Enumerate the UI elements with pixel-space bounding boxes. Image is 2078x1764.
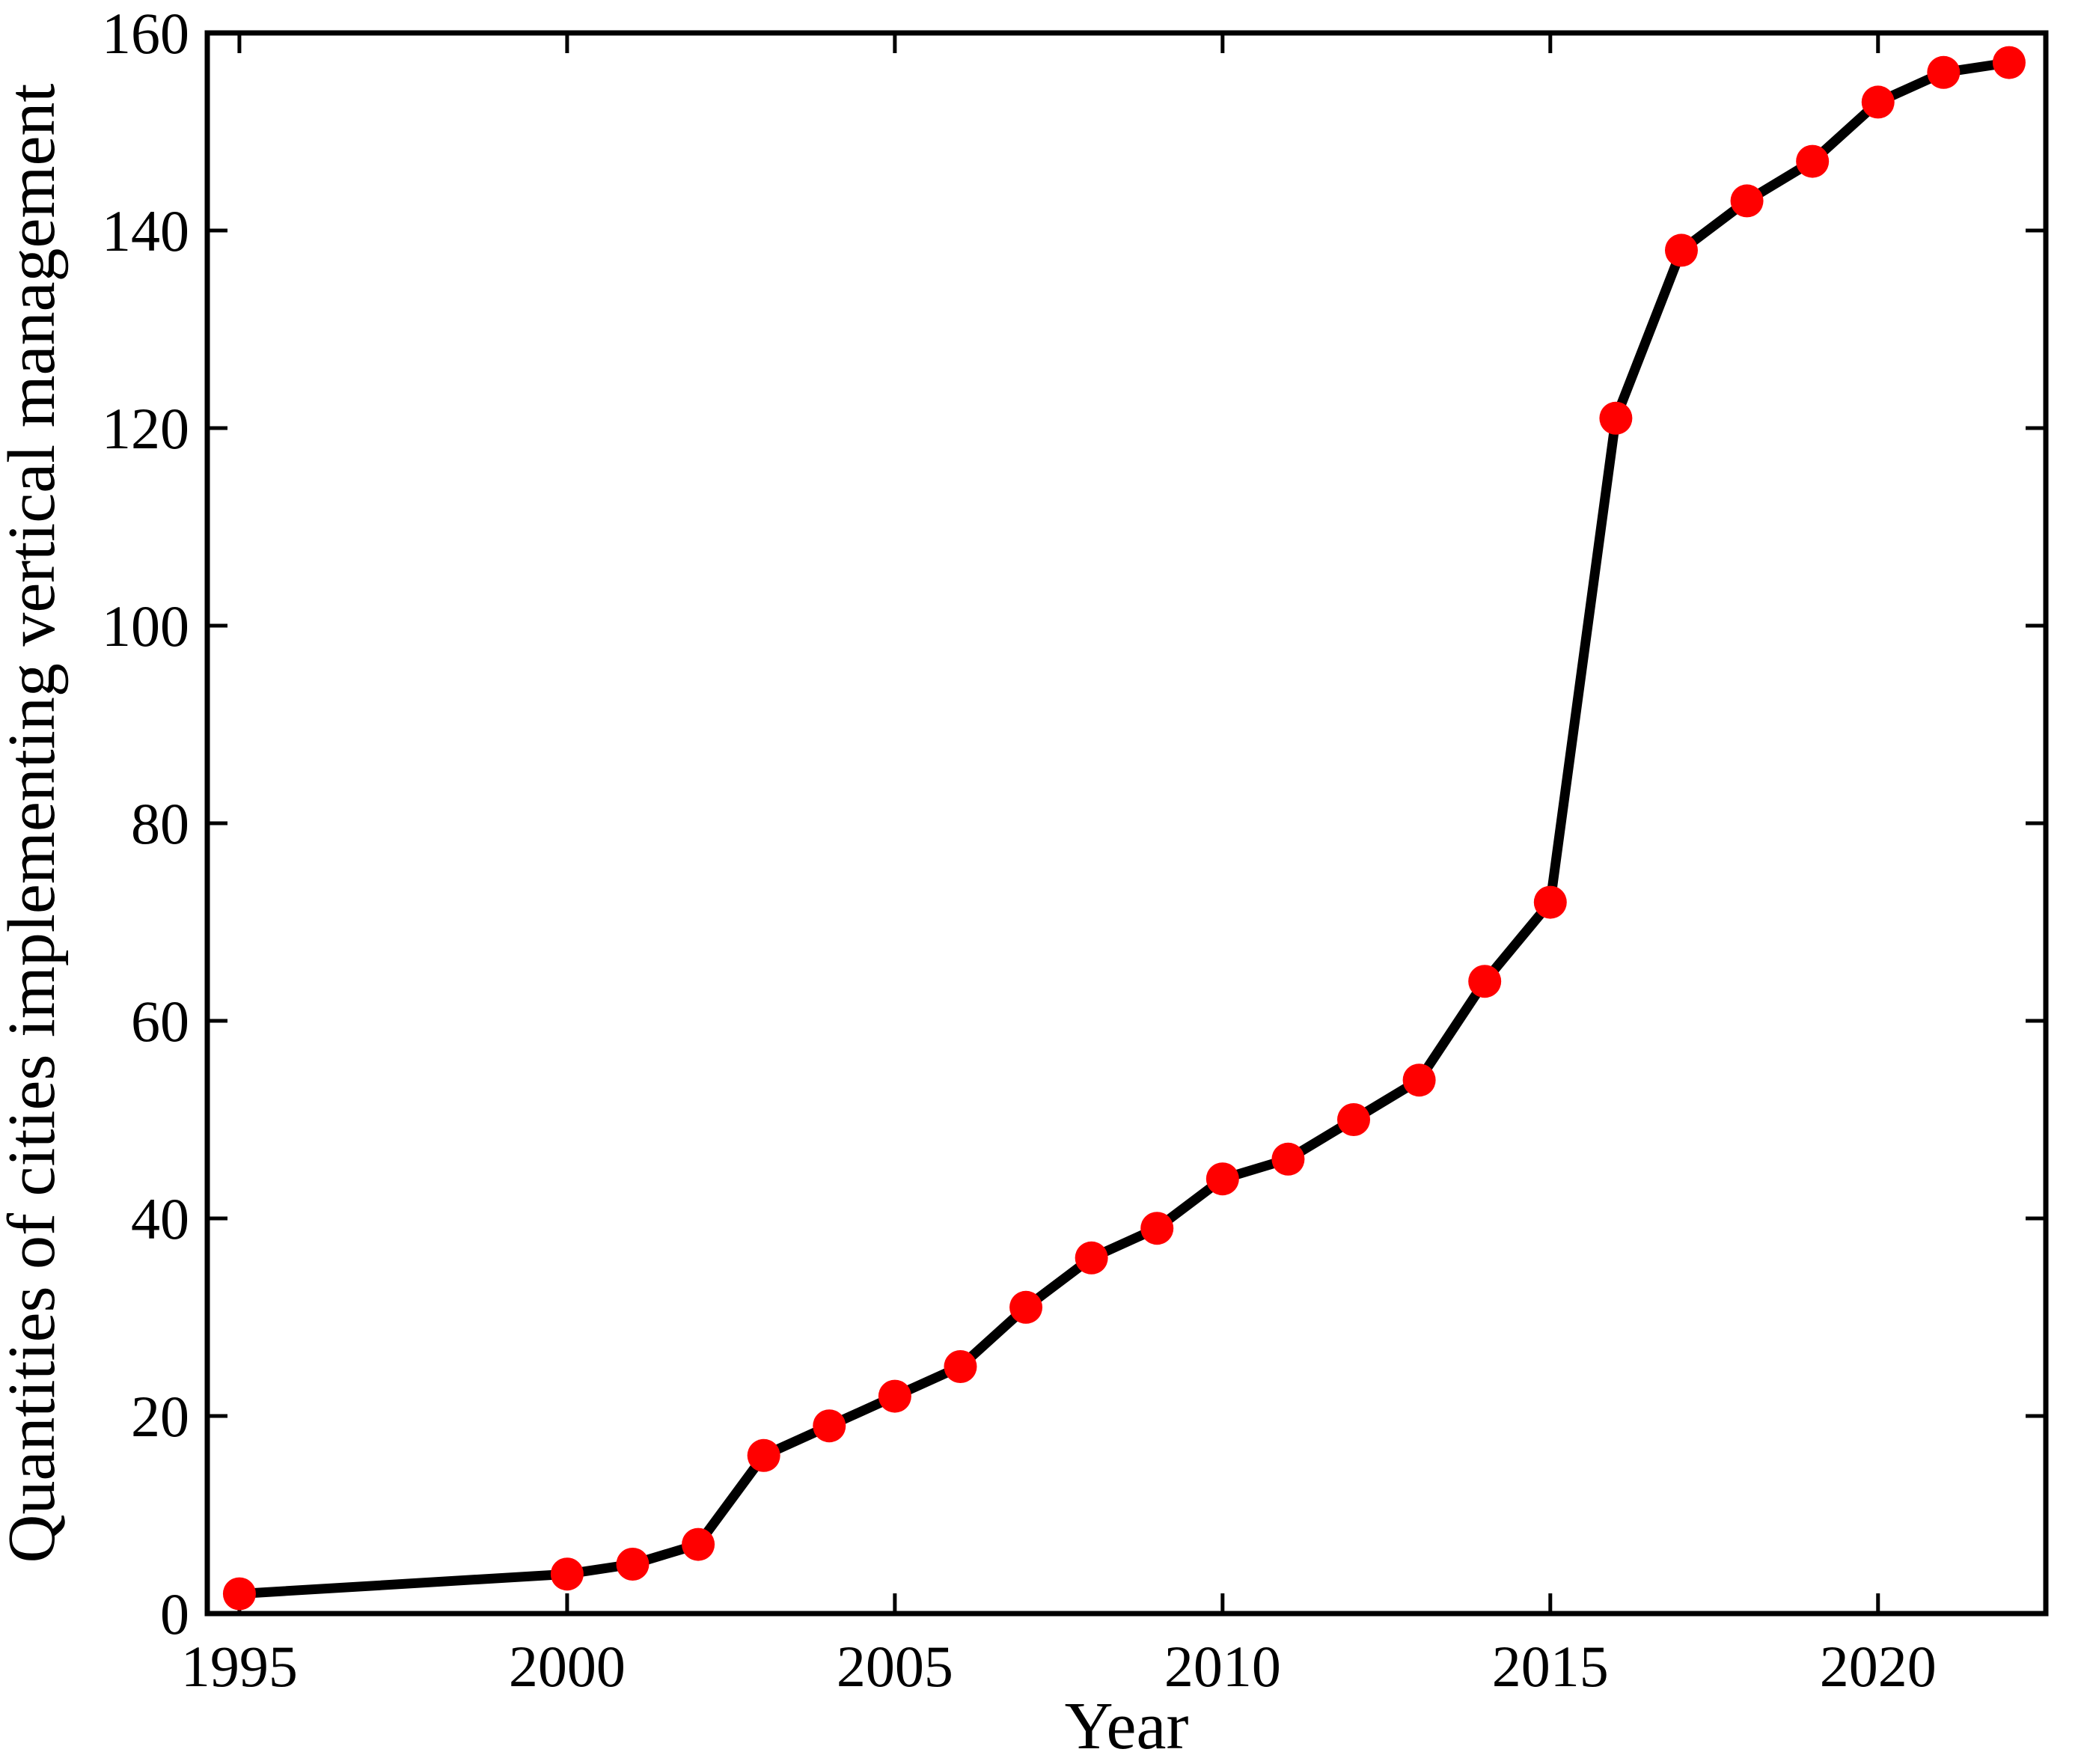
data-point-2012	[1337, 1103, 1371, 1136]
data-point-2015	[1533, 885, 1567, 919]
data-series	[222, 46, 2026, 1611]
plot-frame	[204, 30, 2049, 1617]
x-tick-label-2010: 2010	[1164, 1634, 1281, 1699]
x-axis-label: Year	[1065, 1689, 1189, 1763]
x-tick-label-2005: 2005	[837, 1634, 953, 1699]
data-point-2000	[550, 1557, 584, 1591]
data-point-2004	[813, 1409, 846, 1443]
x-tick-label-2015: 2015	[1492, 1634, 1609, 1699]
data-point-2019	[1796, 144, 1830, 178]
x-tick-label-1995: 1995	[181, 1634, 298, 1699]
axis-ticks	[207, 31, 2046, 1616]
y-tick-label-60: 60	[131, 989, 189, 1054]
data-point-2009	[1140, 1212, 1174, 1245]
y-tick-label-80: 80	[131, 791, 189, 856]
y-tick-label-120: 120	[102, 396, 189, 461]
data-point-2022	[1992, 46, 2026, 79]
x-tick-label-2000: 2000	[509, 1634, 626, 1699]
data-point-2013	[1402, 1063, 1436, 1097]
y-tick-label-100: 100	[102, 593, 189, 659]
data-point-2018	[1730, 184, 1764, 218]
x-tick-label-2020: 2020	[1820, 1634, 1937, 1699]
data-point-2008	[1075, 1241, 1108, 1275]
y-tick-label-140: 140	[102, 198, 189, 263]
data-point-2020	[1861, 85, 1895, 119]
y-tick-label-160: 160	[102, 1, 189, 66]
data-point-2021	[1927, 55, 1961, 89]
y-tick-label-0: 0	[160, 1581, 189, 1646]
data-point-2003	[747, 1438, 780, 1472]
data-point-2002	[682, 1528, 715, 1561]
data-point-2014	[1468, 965, 1502, 998]
data-point-2007	[1009, 1290, 1043, 1324]
data-point-1995	[222, 1577, 256, 1611]
data-point-2001	[616, 1548, 650, 1581]
y-axis-label: Quantities of cities implementing vertic…	[0, 84, 69, 1563]
data-point-2005	[878, 1379, 911, 1413]
y-tick-label-40: 40	[131, 1186, 189, 1251]
data-point-2011	[1271, 1142, 1305, 1176]
data-point-2016	[1599, 401, 1633, 435]
data-point-2006	[944, 1350, 977, 1383]
y-tick-label-20: 20	[131, 1384, 189, 1449]
data-line	[239, 58, 2010, 1599]
axis-tick-labels: 1995 2000 2005 2010 2015 2020 0 20 40 60 80 100 120 1…	[102, 1, 1937, 1699]
data-point-2010	[1205, 1162, 1239, 1196]
data-point-2017	[1664, 234, 1698, 267]
